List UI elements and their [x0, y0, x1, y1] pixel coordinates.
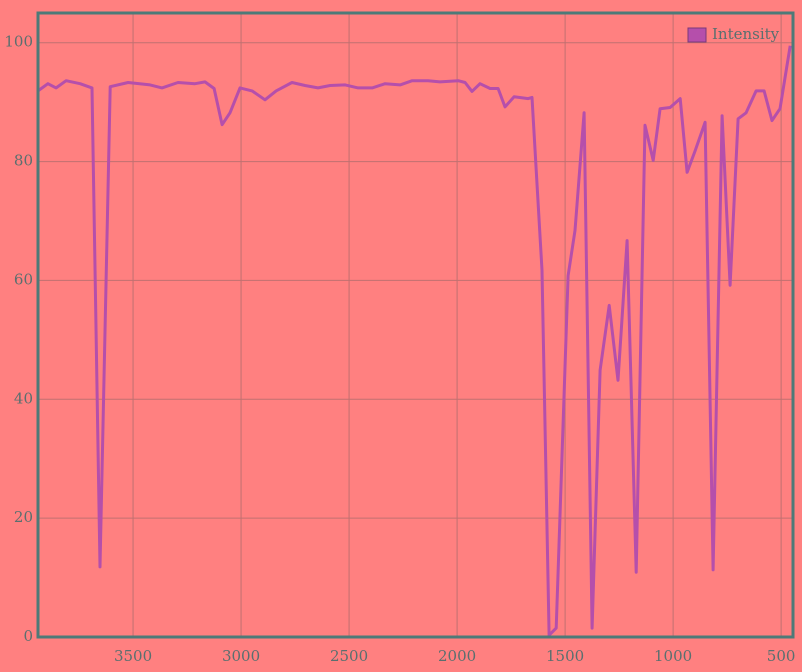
x-tick-label: 2000: [438, 647, 476, 665]
y-tick-label: 40: [14, 389, 33, 407]
data-line: [37, 45, 792, 637]
y-tick-label: 20: [14, 508, 33, 526]
y-tick-label: 60: [14, 270, 33, 288]
legend-swatch: [687, 27, 707, 43]
x-tick-label: 1500: [546, 647, 584, 665]
x-tick-label: 2500: [330, 647, 368, 665]
y-tick-label: 0: [23, 627, 33, 645]
x-tick-label: 3000: [222, 647, 260, 665]
y-tick-label: 100: [4, 33, 33, 51]
legend-label: Intensity: [712, 25, 780, 43]
x-tick-label: 3500: [114, 647, 152, 665]
x-tick-label: 1000: [654, 647, 692, 665]
y-tick-label: 80: [14, 152, 33, 170]
x-tick-label: 500: [767, 647, 796, 665]
plot-frame: [36, 11, 795, 639]
